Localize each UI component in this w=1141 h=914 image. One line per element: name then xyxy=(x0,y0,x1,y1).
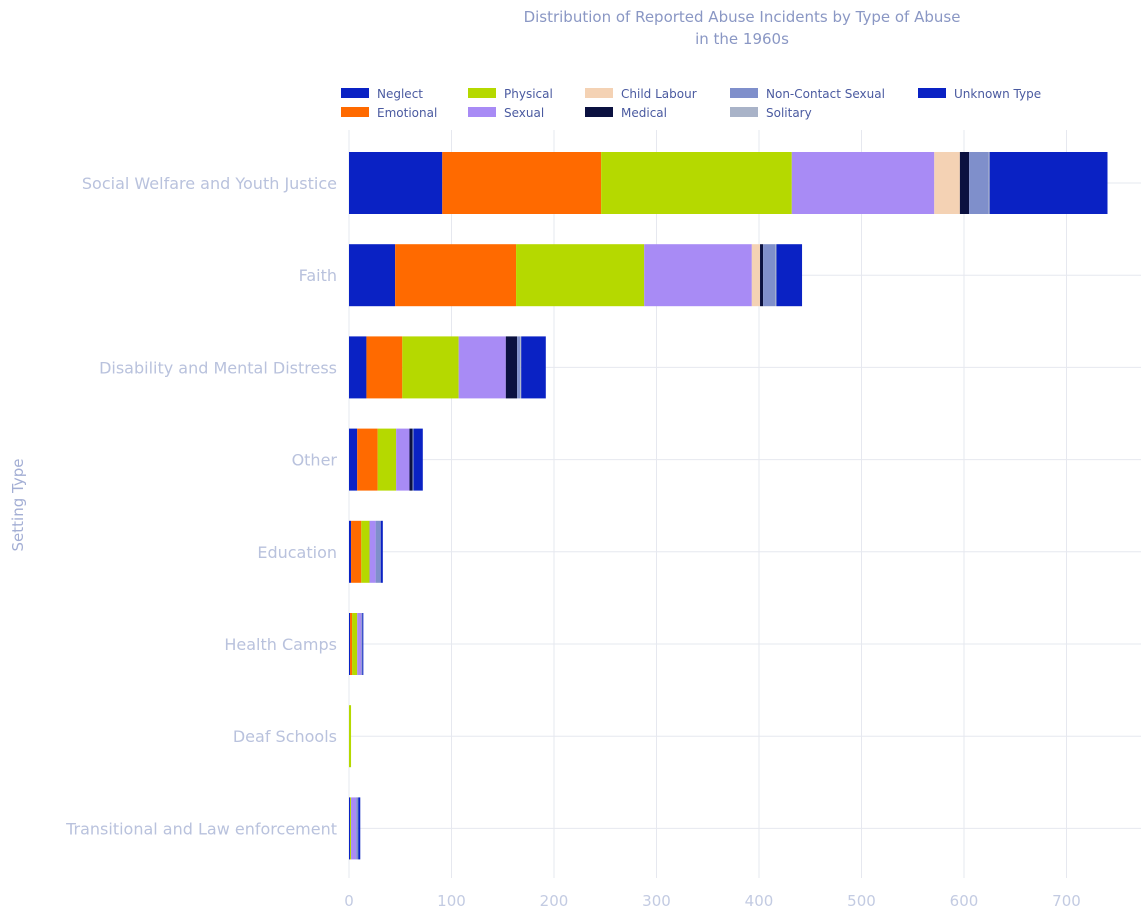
bar-segment xyxy=(351,520,362,583)
bar-segment xyxy=(395,244,517,307)
legend-swatch xyxy=(585,107,613,117)
x-tick-label: 700 xyxy=(1052,892,1081,910)
bar-segment xyxy=(934,152,960,214)
bar-segment xyxy=(377,428,397,491)
x-tick-label: 400 xyxy=(745,892,774,910)
x-tick-label: 200 xyxy=(540,892,569,910)
bar-segment xyxy=(969,152,989,214)
legend-label: Emotional xyxy=(377,106,437,120)
legend-swatch xyxy=(341,88,369,98)
category-label: Disability and Mental Distress xyxy=(99,358,337,377)
bar-segment xyxy=(366,336,403,399)
legend-label: Sexual xyxy=(504,106,544,120)
x-tick-label: 300 xyxy=(642,892,671,910)
bar-segment xyxy=(775,244,777,307)
bar-segment xyxy=(644,244,752,307)
legend-label: Physical xyxy=(504,87,553,101)
y-axis-title: Setting Type xyxy=(9,459,27,552)
category-label: Transitional and Law enforcement xyxy=(65,819,337,838)
x-tick-label: 500 xyxy=(847,892,876,910)
category-label: Other xyxy=(292,451,338,470)
legend-swatch xyxy=(341,107,369,117)
bar-segment xyxy=(369,520,376,583)
bar-segment xyxy=(349,520,352,583)
bar-segment xyxy=(413,428,423,491)
category-label: Deaf Schools xyxy=(233,727,337,746)
bar-segment xyxy=(358,797,361,860)
category-labels: Social Welfare and Youth Justice Faith Dis… xyxy=(65,174,337,838)
bar-segment xyxy=(349,613,351,675)
bar-segment xyxy=(349,152,443,214)
bar-segment xyxy=(959,152,970,214)
bar-segment xyxy=(356,797,359,860)
legend-swatch xyxy=(730,88,758,98)
legend-label: Unknown Type xyxy=(954,87,1041,101)
x-tick-label: 100 xyxy=(437,892,466,910)
bar-segment xyxy=(517,336,521,399)
legend-label: Solitary xyxy=(766,106,812,120)
bar-segment xyxy=(988,152,990,214)
bar-segment xyxy=(375,520,381,583)
bar-segment xyxy=(349,336,367,399)
bar-segment xyxy=(362,613,364,675)
bar-segment xyxy=(396,428,410,491)
bar-segment xyxy=(601,152,792,214)
bar-segment xyxy=(516,244,645,307)
category-label: Social Welfare and Youth Justice xyxy=(82,174,337,193)
bar-segment xyxy=(751,244,761,307)
bar-segment xyxy=(791,152,935,214)
bar-segment xyxy=(520,336,522,399)
bar-segment xyxy=(361,613,363,675)
bar-segment xyxy=(402,336,459,399)
bar-segment xyxy=(776,244,803,307)
legend-label: Non-Contact Sexual xyxy=(766,87,885,101)
bar-segment xyxy=(361,520,370,583)
bar-segment xyxy=(763,244,776,307)
x-tick-labels: 0 100 200 300 400 500 600 700 xyxy=(344,892,1081,910)
bar-segment xyxy=(349,428,358,491)
category-label: Faith xyxy=(299,266,337,285)
bar-segment xyxy=(412,428,414,491)
bar-segment xyxy=(349,705,352,768)
grid-layer xyxy=(348,130,1141,878)
bar-segment xyxy=(350,797,352,860)
legend-swatch xyxy=(585,88,613,98)
legend-swatch xyxy=(468,107,496,117)
bar-segment xyxy=(350,613,353,675)
chart-title-line2: in the 1960s xyxy=(695,30,789,48)
legend-label: Medical xyxy=(621,106,667,120)
legend-swatch xyxy=(730,107,758,117)
bar-segment xyxy=(760,244,764,307)
x-tick-label: 0 xyxy=(344,892,354,910)
bar-segment xyxy=(349,797,351,860)
bar-segment xyxy=(458,336,506,399)
chart-title: Distribution of Reported Abuse Incidents… xyxy=(524,8,961,26)
bar-segment xyxy=(352,613,358,675)
x-tick-label: 600 xyxy=(950,892,979,910)
bar-segment xyxy=(351,797,357,860)
bars-layer xyxy=(349,152,1108,860)
bar-segment xyxy=(357,613,362,675)
legend-swatch xyxy=(918,88,946,98)
bar-segment xyxy=(380,520,383,583)
category-label: Health Camps xyxy=(224,635,337,654)
legend-label: Neglect xyxy=(377,87,423,101)
bar-segment xyxy=(409,428,413,491)
legend-label: Child Labour xyxy=(621,87,697,101)
bar-segment xyxy=(349,244,396,307)
bar-segment xyxy=(989,152,1108,214)
bar-segment xyxy=(442,152,602,214)
bar-segment xyxy=(357,428,378,491)
category-label: Education xyxy=(257,543,337,562)
legend: Neglect Emotional Physical Sexual Child Labo… xyxy=(341,87,1041,120)
bar-segment xyxy=(505,336,518,399)
legend-swatch xyxy=(468,88,496,98)
bar-segment xyxy=(521,336,546,399)
